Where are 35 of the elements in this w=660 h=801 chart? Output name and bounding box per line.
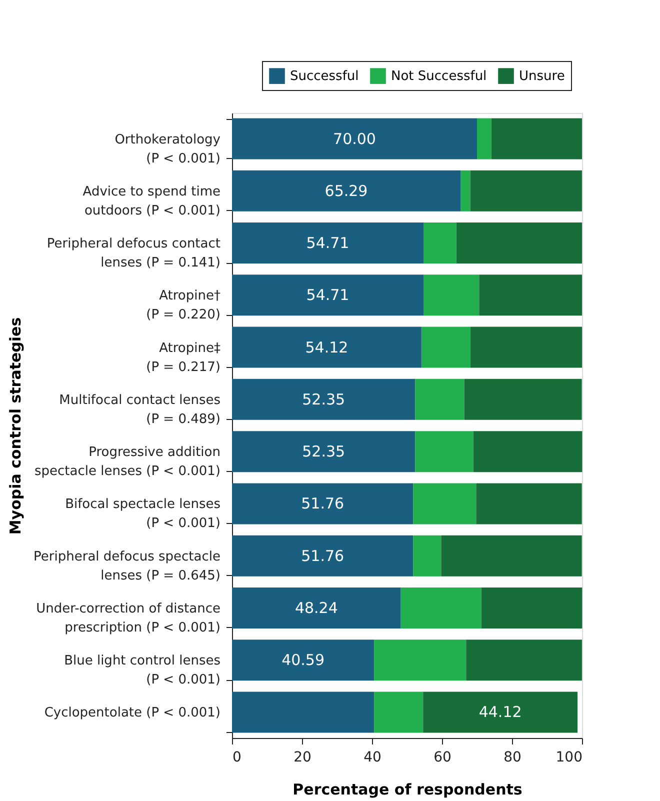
legend-label: Successful (290, 69, 359, 84)
data-label: 70.00 (333, 130, 376, 148)
x-axis-title: Percentage of respondents (292, 780, 522, 798)
x-tick-label: 20 (294, 750, 312, 766)
data-label: 44.12 (478, 703, 522, 722)
data-label: 52.35 (302, 390, 346, 408)
y-tick-label: Orthokeratology (P < 0.001) (114, 132, 221, 166)
y-tick-label: Bifocal spectacle lenses (P < 0.001) (65, 497, 221, 532)
legend-label: Not Successful (391, 69, 487, 84)
x-tick-label: 60 (434, 750, 452, 766)
y-tick-label: Peripheral defocus spectacle lenses (P = 0.645) (34, 549, 220, 584)
y-tick-label: Atropine‡ (P = 0.217) (146, 340, 221, 375)
y-axis-title: Myopia control strategies (6, 317, 25, 535)
x-tick-label: 80 (504, 750, 522, 766)
data-label: 54.12 (305, 338, 348, 356)
data-label: 48.24 (294, 598, 338, 617)
data-label: 65.29 (324, 182, 368, 200)
data-label: 51.76 (301, 494, 344, 513)
y-tick-label: Atropine† (P = 0.220) (146, 288, 221, 323)
data-label: 52.35 (302, 442, 346, 461)
y-tick-label: Advice to spend time outdoors (P < 0.001) (82, 184, 220, 218)
data-label: 40.59 (282, 651, 325, 670)
x-tick-label: 100 (556, 750, 582, 766)
y-tick-label: Multifocal contact lenses (P = 0.489) (59, 392, 221, 427)
data-label: 54.71 (306, 234, 350, 252)
y-tick-label: Under-correction of distance prescription (P < 0.001) (36, 601, 220, 636)
data-label: 54.71 (306, 286, 350, 304)
y-tick-label: Cyclopentolate (P < 0.001) (44, 706, 220, 721)
y-tick-label: Peripheral defocus contact lenses (P = 0.141) (46, 236, 220, 271)
x-tick-label: 0 (232, 750, 242, 766)
x-tick-label: 40 (364, 750, 382, 766)
legend-label: Unsure (519, 69, 565, 84)
data-label: 51.76 (301, 546, 344, 565)
y-tick-label: Blue light control lenses (P < 0.001) (64, 654, 221, 688)
y-tick-label: Progressive addition spectacle lenses (P < 0.001) (34, 445, 220, 480)
